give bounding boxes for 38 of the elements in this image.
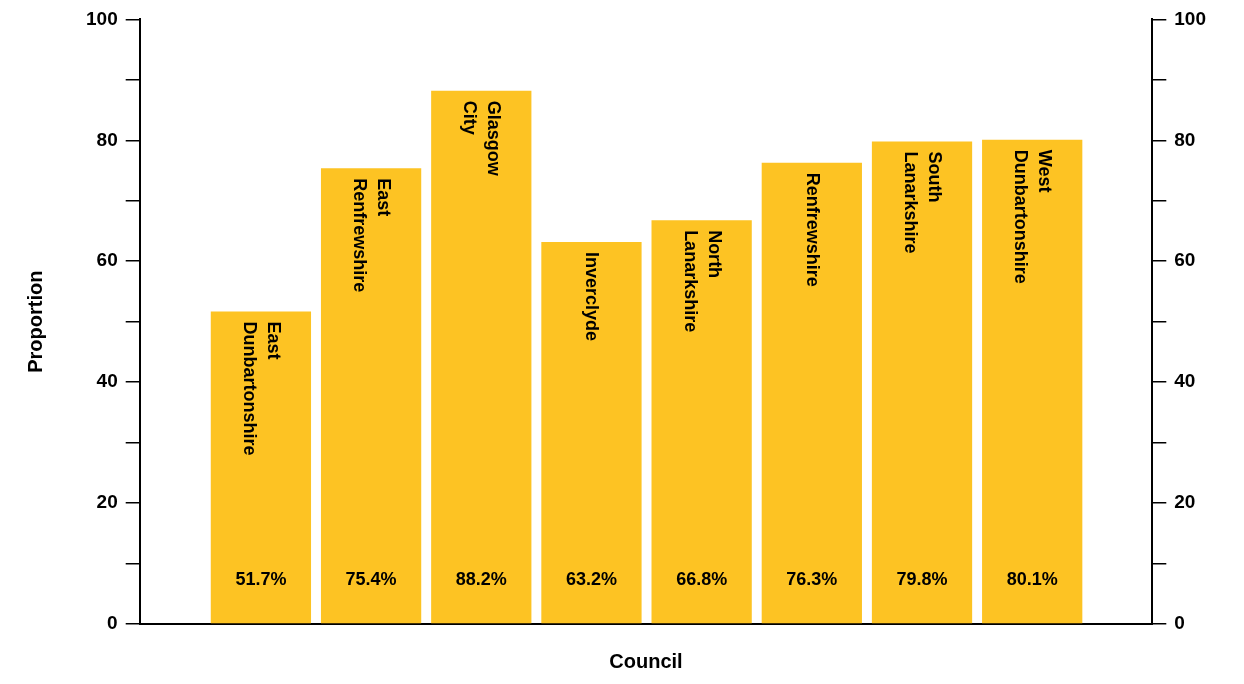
data-label: 75.4% <box>345 568 397 589</box>
x-axis-title: Council <box>609 649 683 672</box>
x-tick-label: East Renfrewshire <box>350 178 395 293</box>
bar <box>761 162 862 624</box>
y-tick-label: 0 <box>107 612 118 634</box>
y2-tick-label: 40 <box>1174 370 1196 392</box>
y-tick-label: 80 <box>96 128 118 150</box>
bar <box>210 311 312 624</box>
x-tick-label: South Lanarkshire <box>901 151 946 254</box>
y-tick-label: 40 <box>96 370 118 392</box>
y2-tick-label: 100 <box>1174 7 1206 29</box>
data-label: 88.2% <box>455 568 507 589</box>
data-label: 79.8% <box>896 568 948 589</box>
x-tick-label: North Lanarkshire <box>680 230 725 333</box>
bar <box>651 220 752 624</box>
bar <box>320 168 422 624</box>
y2-tick-label: 20 <box>1174 491 1196 513</box>
data-label: 51.7% <box>235 568 287 589</box>
y-tick-label: 60 <box>96 249 118 271</box>
bar <box>431 90 532 624</box>
data-label: 66.8% <box>676 568 728 589</box>
bar <box>541 241 642 624</box>
y-axis-title: Proportion <box>23 270 46 373</box>
data-label: 76.3% <box>786 568 838 589</box>
x-tick-label: West Dunbartonshire <box>1011 149 1056 284</box>
x-tick-label: East Dunbartonshire <box>239 321 284 456</box>
y2-tick-label: 0 <box>1174 612 1185 634</box>
y-tick-label: 20 <box>96 491 118 513</box>
data-label: 80.1% <box>1006 568 1058 589</box>
data-label: 63.2% <box>565 568 617 589</box>
x-tick-label: Glasgow City <box>460 100 505 177</box>
bar <box>982 139 1083 624</box>
y-tick-label: 100 <box>86 7 118 29</box>
x-tick-label: Renfrewshire <box>802 172 823 287</box>
bar <box>871 141 973 624</box>
y2-tick-label: 80 <box>1174 128 1196 150</box>
y2-tick-label: 60 <box>1174 249 1196 271</box>
x-tick-label: Inverclyde <box>582 251 603 341</box>
